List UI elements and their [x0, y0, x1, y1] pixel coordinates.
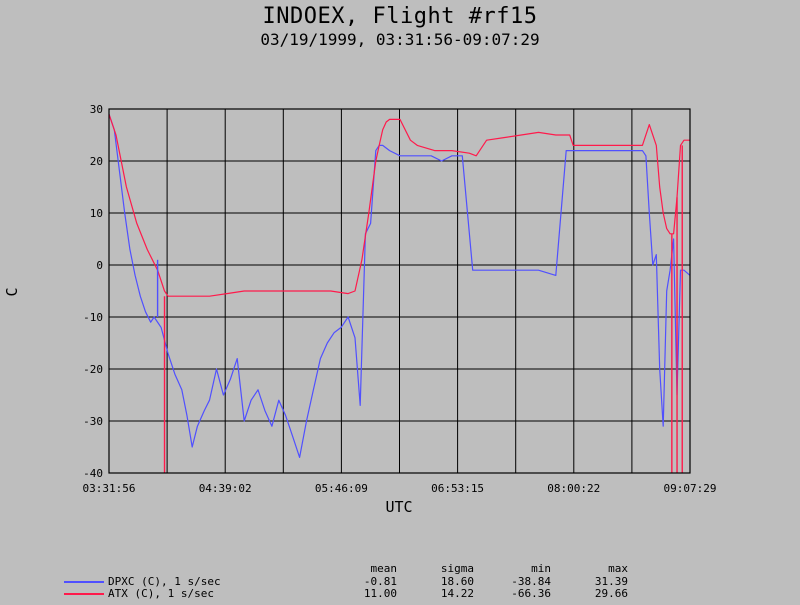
stats-header-mean: mean [370, 562, 398, 575]
stats-header-sigma: sigma [440, 562, 474, 575]
stats-panel: mean sigma min max DPXC (C), 1 s/sec -0.… [0, 560, 800, 605]
x-tick-label: 08:00:22 [547, 482, 600, 495]
stats-dpxc-mean: -0.81 [363, 575, 397, 588]
chart-title: INDOEX, Flight #rf15 [262, 4, 538, 29]
plot-area: 30 20 10 0 -10 -20 -30 -40 03:31:56 04:39:02 05:46… [3, 103, 717, 516]
x-tick-label: 06:53:15 [431, 482, 484, 495]
stats-header-min: min [531, 562, 551, 575]
y-tick-label: 30 [90, 103, 103, 116]
x-axis-label: UTC [385, 498, 412, 516]
series-line-atx [108, 114, 690, 297]
chart-subtitle: 03/19/1999, 03:31:56-09:07:29 [260, 30, 540, 49]
x-tick-label: 09:07:29 [664, 482, 717, 495]
tick-labels: 30 20 10 0 -10 -20 -30 -40 03:31:56 04:39:02 05:46… [83, 103, 717, 495]
plot-frame [108, 108, 691, 474]
x-tick-label: 04:39:02 [199, 482, 252, 495]
y-tick-label: -10 [83, 311, 103, 324]
series-layer [108, 114, 691, 473]
legend-swatch-atx [64, 593, 104, 595]
stats-atx-mean: 11.00 [363, 587, 397, 600]
plot-border [108, 108, 691, 474]
stats-dpxc-min: -38.84 [511, 575, 551, 588]
legend-swatch-dpxc [64, 581, 104, 583]
series-line-dpxc [108, 114, 691, 458]
stats-header-max: max [608, 562, 628, 575]
y-tick-label: 10 [90, 207, 103, 220]
y-tick-label: -40 [83, 467, 103, 480]
y-tick-label: -30 [83, 415, 103, 428]
grid [109, 108, 690, 474]
y-axis-label: C [3, 287, 21, 296]
legend-label-atx: ATX (C), 1 s/sec [108, 587, 214, 600]
stats-atx-min: -66.36 [511, 587, 551, 600]
x-tick-label: 03:31:56 [83, 482, 136, 495]
y-tick-label: 0 [96, 259, 103, 272]
y-tick-label: -20 [83, 363, 103, 376]
x-tick-label: 05:46:09 [315, 482, 368, 495]
stats-dpxc-sigma: 18.60 [440, 575, 474, 588]
stats-atx-max: 29.66 [594, 587, 628, 600]
stats-atx-sigma: 14.22 [440, 587, 474, 600]
y-tick-label: 20 [90, 155, 103, 168]
legend-label-dpxc: DPXC (C), 1 s/sec [108, 575, 221, 588]
stats-dpxc-max: 31.39 [594, 575, 628, 588]
